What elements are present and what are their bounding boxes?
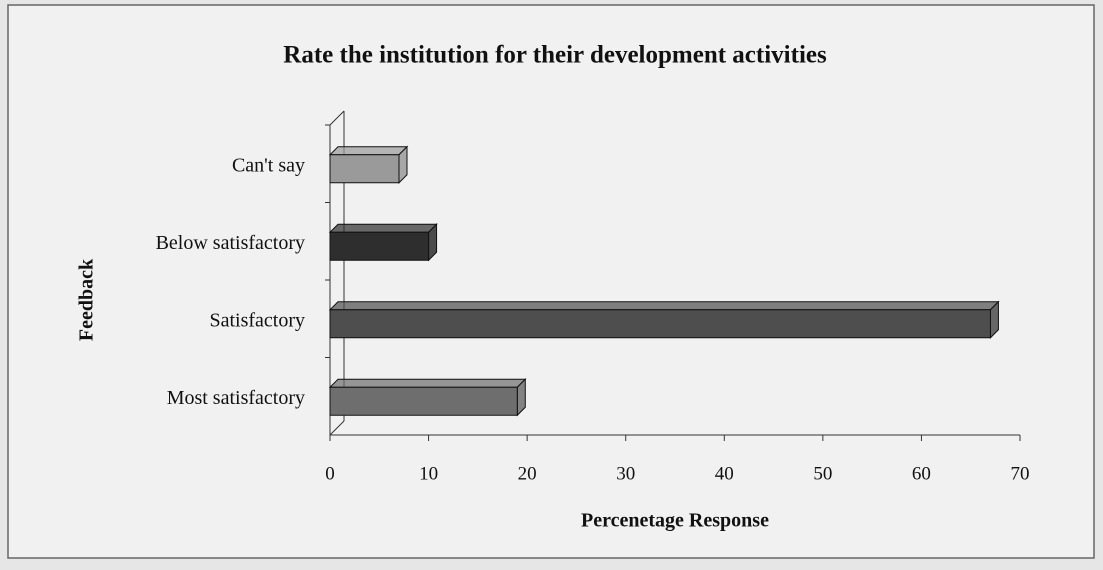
x-tick-label: 50 <box>813 463 832 484</box>
x-tick-label: 60 <box>912 463 931 484</box>
bar-face <box>329 154 400 184</box>
y-axis-label: Feedback <box>76 258 98 341</box>
x-tick-label: 0 <box>325 463 335 484</box>
x-tick-label: 30 <box>616 463 635 484</box>
x-tick-label: 70 <box>1011 463 1030 484</box>
bar-face <box>328 146 409 156</box>
bar-face <box>328 223 438 233</box>
x-tick-label: 10 <box>419 463 438 484</box>
y-tick-label: Most satisfactory <box>167 387 305 409</box>
axis-depth <box>329 110 345 126</box>
chart-title: Rate the institution for their developme… <box>283 42 827 69</box>
bar-face <box>328 301 1000 311</box>
bar-face <box>329 309 991 339</box>
bar <box>328 378 527 417</box>
bar <box>328 145 409 184</box>
bar <box>328 223 438 262</box>
bar <box>328 300 1000 339</box>
bar-face <box>329 386 518 416</box>
chart-frame <box>7 4 1095 559</box>
y-tick-label: Satisfactory <box>209 309 305 331</box>
bar-face <box>328 378 527 388</box>
bar-face <box>329 231 430 261</box>
axis-depth <box>329 420 345 436</box>
x-tick-label: 20 <box>518 463 537 484</box>
y-tick-label: Can't say <box>232 154 305 176</box>
x-tick-label: 40 <box>715 463 734 484</box>
x-axis-label: Percenetage Response <box>581 510 769 532</box>
y-tick-label: Below satisfactory <box>156 232 305 254</box>
